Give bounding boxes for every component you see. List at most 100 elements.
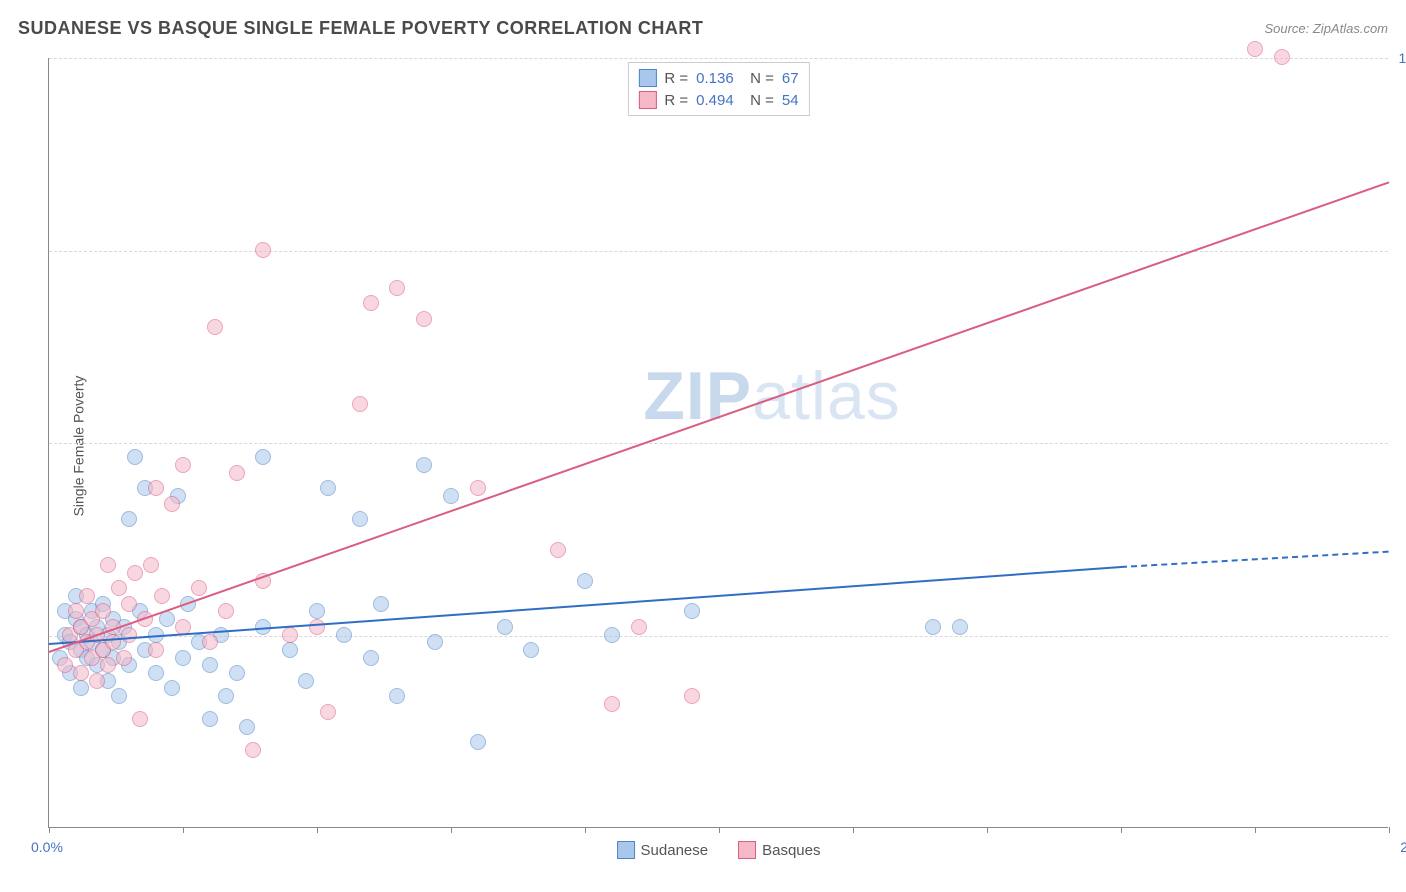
scatter-point [952,619,968,635]
x-tick [183,827,184,833]
x-tick [585,827,586,833]
scatter-point [282,642,298,658]
r-value: 0.136 [696,70,742,87]
page-title: SUDANESE VS BASQUE SINGLE FEMALE POVERTY… [18,18,703,39]
legend-label: Sudanese [641,842,709,859]
scatter-point [175,650,191,666]
scatter-point [175,457,191,473]
x-tick [1389,827,1390,833]
x-tick [1121,827,1122,833]
scatter-point [95,603,111,619]
stats-legend-box: R = 0.136 N = 67 R = 0.494 N = 54 [627,62,809,116]
scatter-point [373,596,389,612]
scatter-point [121,596,137,612]
scatter-point [245,742,261,758]
scatter-point [229,465,245,481]
scatter-point [111,688,127,704]
scatter-point [127,449,143,465]
scatter-point [1274,49,1290,65]
scatter-point [132,711,148,727]
scatter-point [68,603,84,619]
scatter-point [148,642,164,658]
legend-swatch [617,841,635,859]
scatter-point [925,619,941,635]
scatter-point [336,627,352,643]
scatter-point [73,665,89,681]
scatter-point [282,627,298,643]
scatter-point [121,511,137,527]
scatter-point [164,680,180,696]
x-tick-0: 0.0% [31,839,63,855]
x-tick-25: 25.0% [1400,839,1406,855]
legend-swatch [738,841,756,859]
scatter-point [631,619,647,635]
gridline-h [49,58,1388,59]
n-label: N = [750,70,774,87]
scatter-point [202,657,218,673]
gridline-h [49,443,1388,444]
r-label: R = [664,92,688,109]
scatter-point [73,680,89,696]
scatter-point [389,688,405,704]
scatter-point [218,603,234,619]
scatter-point [154,588,170,604]
scatter-point [100,657,116,673]
scatter-point [416,311,432,327]
scatter-point [363,650,379,666]
trend-line [1121,551,1389,568]
legend-item: Basques [738,841,820,859]
x-tick [719,827,720,833]
scatter-point [121,627,137,643]
stats-row: R = 0.136 N = 67 [638,67,798,89]
legend-swatch [638,91,656,109]
scatter-point [255,449,271,465]
y-tick-label: 25.0% [1396,628,1406,644]
scatter-point [202,711,218,727]
scatter-point [320,704,336,720]
scatter-point [320,480,336,496]
scatter-point [89,673,105,689]
scatter-point [309,619,325,635]
scatter-point [523,642,539,658]
scatter-point [427,634,443,650]
n-value: 67 [782,70,799,87]
x-tick [317,827,318,833]
y-tick-label: 75.0% [1396,243,1406,259]
scatter-point [111,580,127,596]
scatter-point [497,619,513,635]
r-label: R = [664,70,688,87]
scatter-point [443,488,459,504]
scatter-point [239,719,255,735]
gridline-h [49,636,1388,637]
scatter-point [470,480,486,496]
source-label: Source: ZipAtlas.com [1264,21,1388,36]
scatter-point [363,295,379,311]
scatter-point [255,242,271,258]
scatter-point [604,696,620,712]
scatter-point [1247,41,1263,57]
scatter-point [218,688,234,704]
x-tick [49,827,50,833]
legend-item: Sudanese [617,841,709,859]
r-value: 0.494 [696,92,742,109]
n-value: 54 [782,92,799,109]
scatter-point [143,557,159,573]
scatter-point [416,457,432,473]
n-label: N = [750,92,774,109]
trend-line [49,181,1390,653]
scatter-point [116,650,132,666]
scatter-point [105,634,121,650]
scatter-point [57,657,73,673]
scatter-point [229,665,245,681]
x-tick [987,827,988,833]
scatter-point [352,511,368,527]
scatter-point [309,603,325,619]
x-tick [1255,827,1256,833]
scatter-point [550,542,566,558]
scatter-point [164,496,180,512]
scatter-point [202,634,218,650]
scatter-point [470,734,486,750]
legend-swatch [638,69,656,87]
x-tick [451,827,452,833]
x-tick [853,827,854,833]
